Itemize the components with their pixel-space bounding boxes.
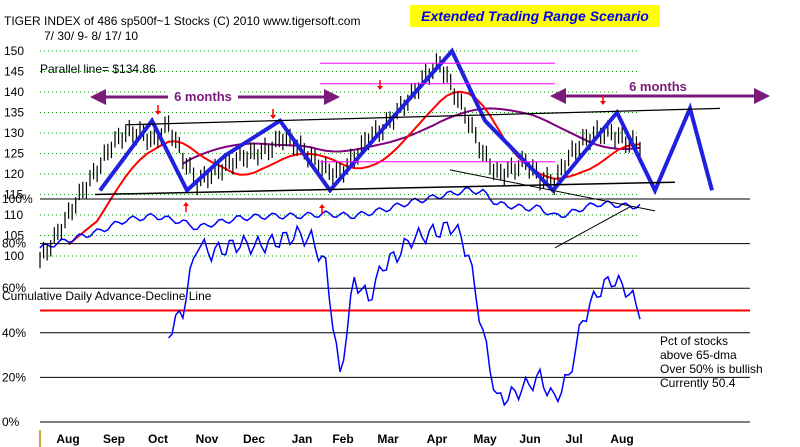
price-tick-label: 125	[4, 147, 24, 161]
pct-tick-label: 0%	[2, 415, 20, 429]
lower-note-3: Over 50% is bullish	[660, 362, 763, 376]
lower-panel-title: Cumulative Daily Advance-Decline Line	[2, 289, 212, 303]
price-bars	[39, 53, 641, 269]
x-tick-label: Jul	[565, 432, 582, 446]
x-tick-label: Apr	[427, 432, 448, 446]
x-tick-label: Oct	[148, 432, 168, 446]
lower-grid: 0% 20% 40% 60% 80% 100%	[2, 192, 750, 429]
price-tick-label: 110	[4, 208, 23, 222]
price-tick-label: 140	[4, 85, 24, 99]
resistance-line	[124, 107, 721, 126]
pct-tick-label: 60%	[2, 281, 26, 295]
down-arrow-marker	[270, 109, 276, 119]
six-month-arrow-left: 6 months	[90, 88, 340, 105]
x-tick-label: Nov	[196, 432, 219, 446]
x-tick-label: Aug	[56, 432, 79, 446]
signal-markers	[155, 80, 606, 214]
banner-title: Extended Trading Range Scenario	[421, 8, 649, 24]
price-tick-label: 130	[4, 126, 24, 140]
x-tick-label: May	[473, 432, 497, 446]
pct-tick-label: 100%	[2, 192, 33, 206]
six-months-label-right: 6 months	[629, 79, 687, 94]
advance-decline-line	[39, 186, 641, 249]
parallel-line-label: Parallel line= $134.86	[40, 62, 156, 76]
pct-tick-label: 20%	[2, 370, 26, 384]
red-moving-average	[67, 90, 641, 246]
up-arrow-marker	[183, 202, 189, 212]
price-tick-label: 105	[4, 229, 24, 243]
x-axis: Aug Sep Oct Nov Dec Jan Feb Mar Apr May Jun Jul Aug	[39, 430, 634, 447]
header-dates: 7/ 30/ 9- 8/ 17/ 10	[44, 29, 138, 43]
six-months-label-left: 6 months	[174, 89, 232, 104]
price-tick-label: 120	[4, 167, 24, 181]
up-arrow-marker	[319, 204, 325, 214]
lower-note-1: Pct of stocks	[660, 334, 728, 348]
purple-moving-average	[182, 107, 641, 165]
header-title: TIGER INDEX of 486 sp500f~1 Stocks (C) 2…	[4, 14, 360, 28]
six-month-arrow-right: 6 months	[550, 78, 770, 104]
banner-background	[410, 5, 660, 27]
x-tick-label: Mar	[377, 432, 399, 446]
price-tick-label: 100	[4, 249, 24, 263]
support-line	[94, 181, 676, 196]
x-tick-label: Aug	[610, 432, 633, 446]
x-tick-label: Dec	[243, 432, 265, 446]
pct-above-65dma-line	[168, 221, 641, 407]
price-tick-label: 145	[4, 65, 24, 79]
x-tick-label: Jun	[519, 432, 540, 446]
down-arrow-marker	[155, 105, 161, 115]
x-tick-label: Feb	[332, 432, 353, 446]
x-tick-label: Jan	[292, 432, 313, 446]
down-arrow-marker	[600, 95, 606, 105]
scenario-zigzag	[98, 47, 714, 196]
down-arrow-marker	[377, 80, 383, 90]
pct-tick-label: 80%	[2, 237, 26, 251]
price-tick-label: 150	[4, 44, 24, 58]
wedge-line	[554, 206, 631, 249]
wedge-line	[449, 169, 656, 212]
x-tick-label: Sep	[103, 432, 125, 446]
trend-lines	[94, 62, 721, 249]
upper-y-axis: 100 105 110 115 120 125 130 135 140 145 150	[4, 44, 24, 263]
lower-note-4: Currently 50.4	[660, 376, 736, 390]
upper-grid	[40, 50, 640, 257]
price-tick-label: 115	[4, 188, 23, 202]
price-tick-label: 135	[4, 106, 24, 120]
lower-note-2: above 65-dma	[660, 348, 737, 362]
pct-tick-label: 40%	[2, 326, 26, 340]
